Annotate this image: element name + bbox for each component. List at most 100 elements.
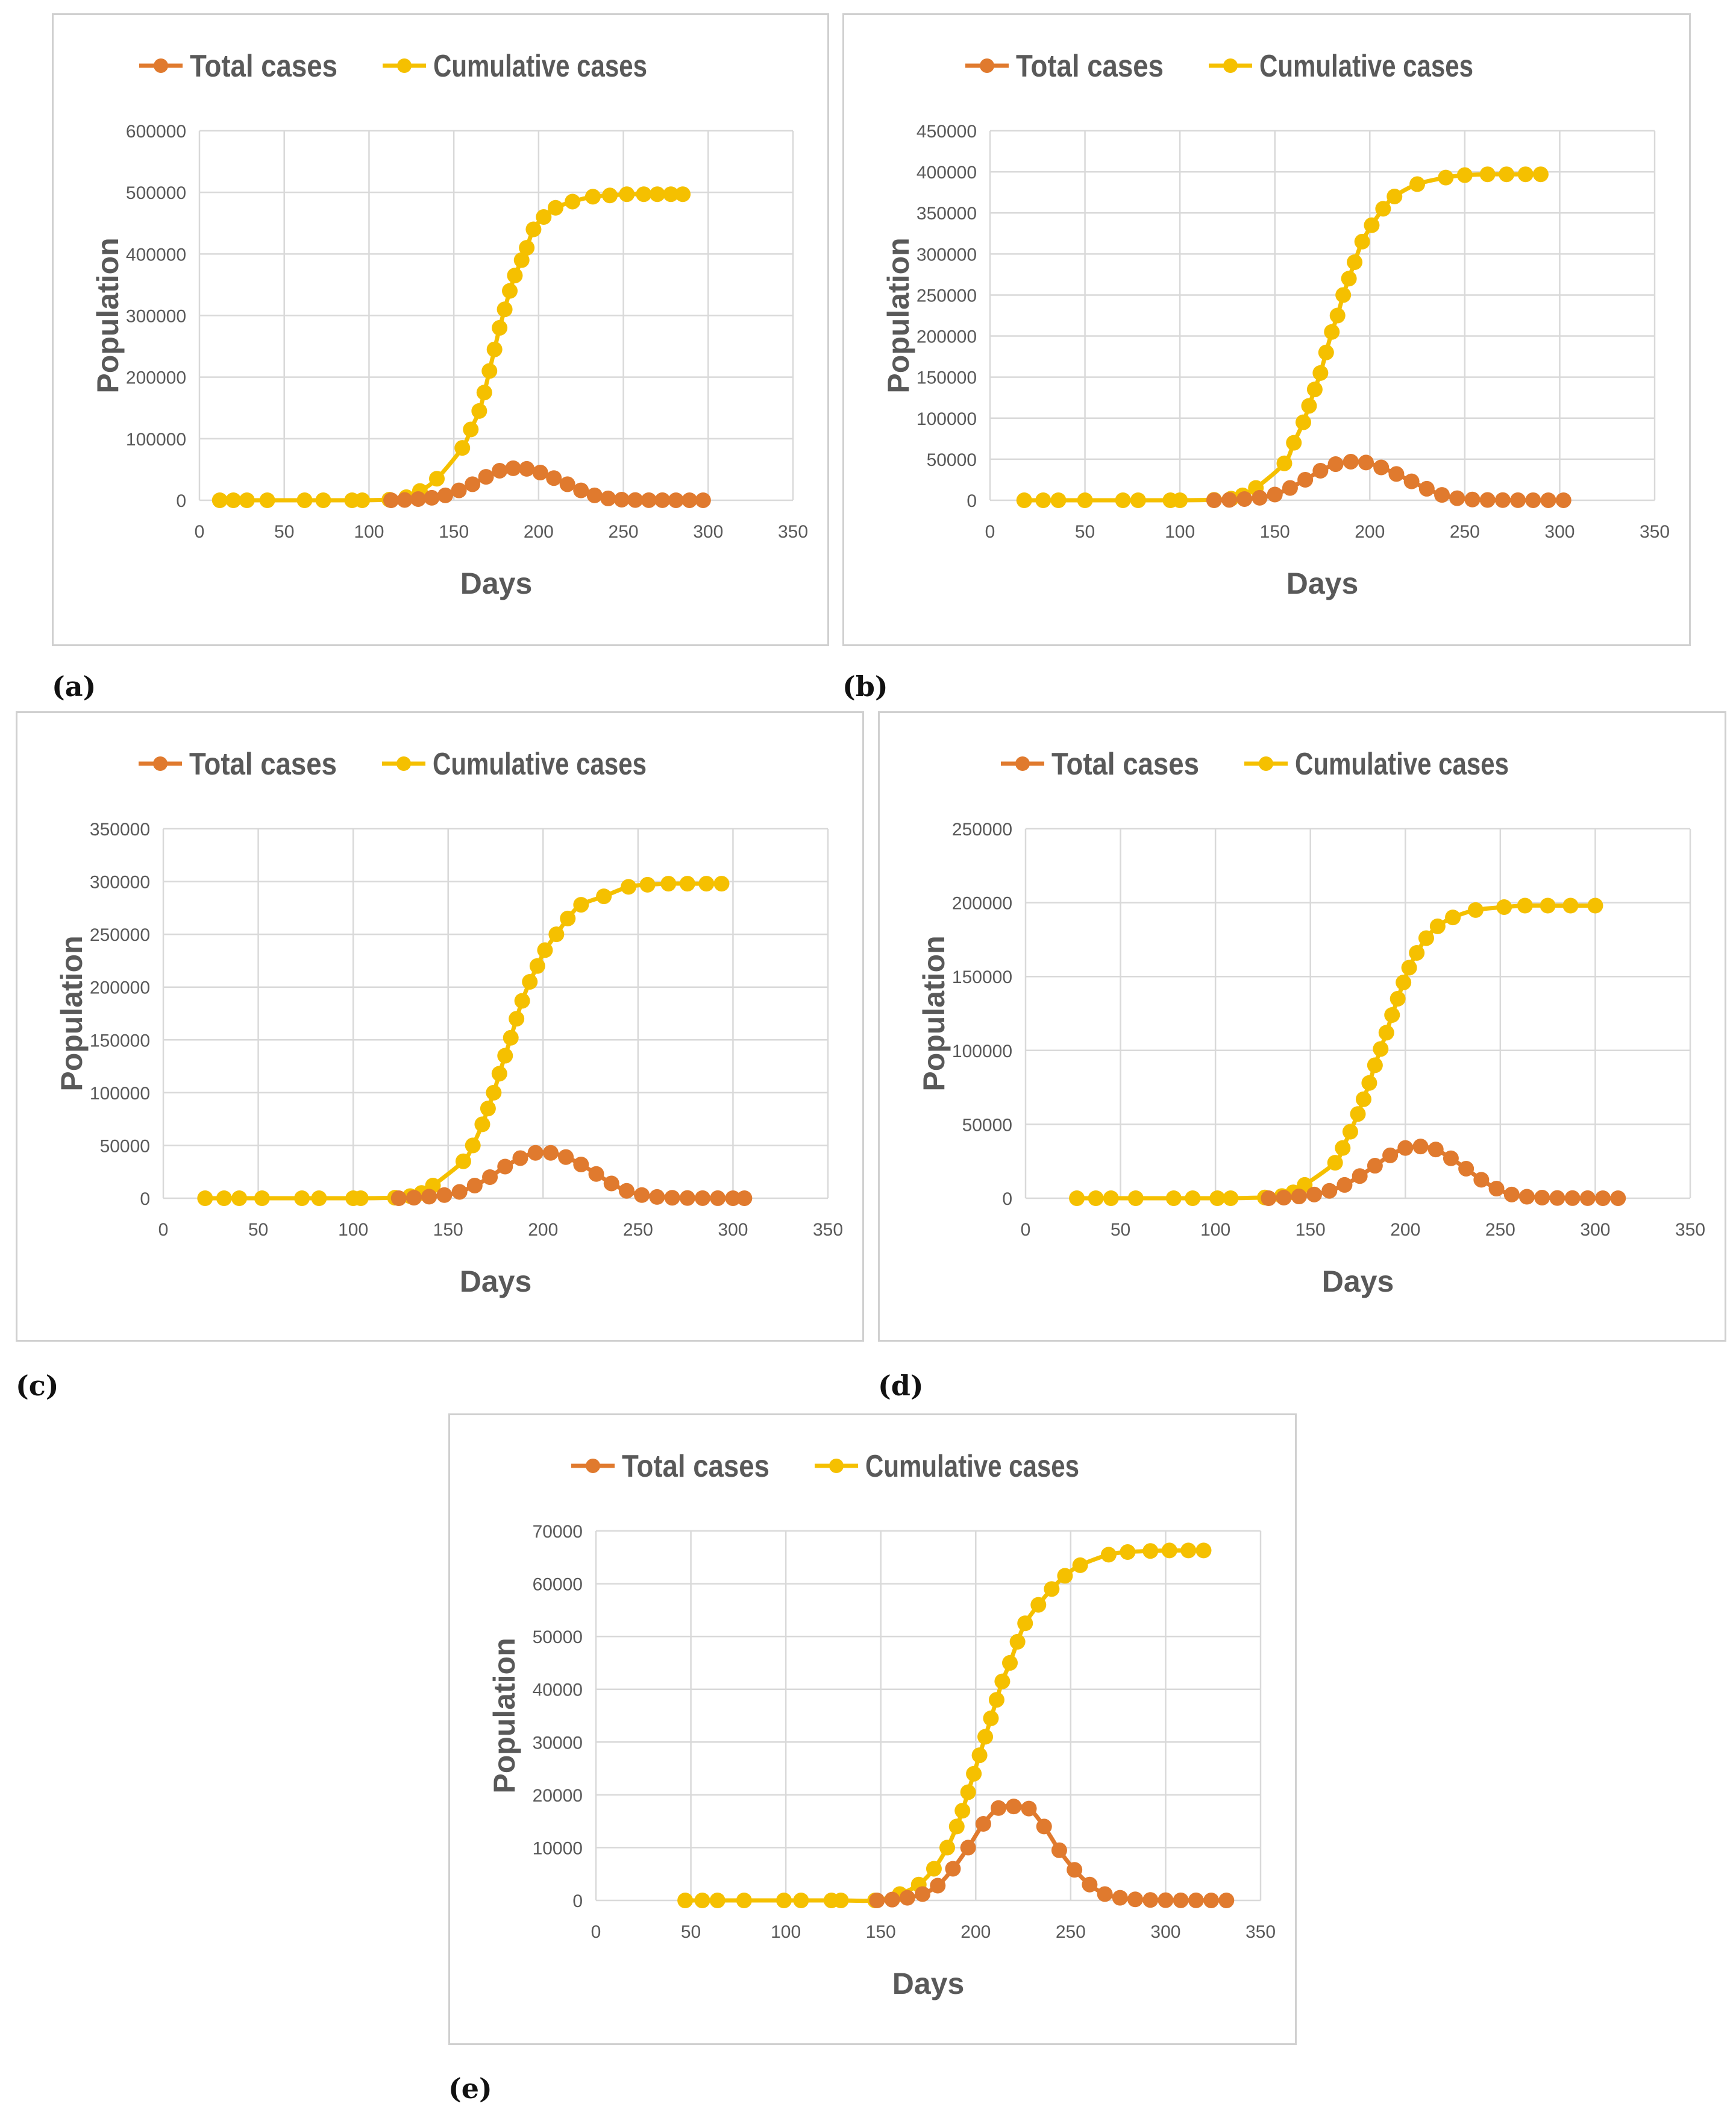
- data-point: [939, 1840, 956, 1856]
- series-cumulative-cases: [212, 186, 691, 508]
- data-point: [960, 1784, 976, 1800]
- data-point: [492, 319, 508, 336]
- data-point: [1479, 166, 1496, 183]
- data-point: [497, 1048, 513, 1064]
- data-point: [429, 471, 445, 487]
- data-point: [1367, 1057, 1383, 1073]
- data-point: [354, 492, 371, 508]
- data-point: [713, 876, 730, 892]
- data-point: [466, 1177, 483, 1193]
- y-tick-label: 300000: [90, 873, 150, 893]
- data-point: [1301, 398, 1317, 414]
- y-tick-label: 300000: [126, 307, 186, 327]
- data-point: [675, 186, 691, 203]
- y-tick-label: 150000: [90, 1031, 150, 1051]
- data-point: [1077, 492, 1093, 508]
- data-point: [1429, 918, 1446, 934]
- data-point: [548, 200, 563, 216]
- data-point: [502, 283, 518, 299]
- data-point: [1347, 254, 1363, 270]
- data-point: [1321, 1183, 1338, 1199]
- x-tick-label: 50: [248, 1220, 268, 1240]
- data-point: [736, 1190, 753, 1206]
- y-tick-label: 350000: [917, 204, 977, 224]
- data-point: [497, 301, 513, 318]
- data-point: [1540, 897, 1556, 914]
- y-tick-label: 500000: [126, 183, 186, 203]
- data-point: [971, 1747, 988, 1764]
- data-point: [231, 1190, 248, 1206]
- legend-marker: [396, 756, 411, 771]
- data-point: [1375, 201, 1391, 217]
- data-point: [1161, 1542, 1177, 1559]
- data-point: [1069, 1190, 1085, 1206]
- data-point: [1120, 1544, 1136, 1560]
- data-point: [525, 221, 542, 237]
- data-point: [1312, 462, 1329, 479]
- data-point: [1364, 217, 1380, 233]
- panel-label-e: (e): [448, 2072, 492, 2105]
- y-tick-label: 60000: [533, 1575, 583, 1595]
- data-point: [1236, 491, 1253, 507]
- y-tick-label: 250000: [952, 820, 1012, 840]
- data-point: [383, 492, 400, 508]
- data-point: [1409, 176, 1426, 192]
- data-point: [481, 363, 498, 379]
- data-point: [677, 1893, 694, 1908]
- data-point: [682, 492, 698, 508]
- data-point: [926, 1861, 942, 1877]
- data-point: [1324, 324, 1340, 340]
- chart-frame: [52, 13, 829, 646]
- data-point: [1195, 1542, 1212, 1559]
- data-point: [619, 186, 635, 203]
- data-point: [695, 1190, 711, 1206]
- data-point: [1336, 1177, 1353, 1193]
- x-tick-label: 100: [771, 1922, 801, 1942]
- chart-e: 0 50 100 150 200 250 300 350 0 10000 20000 30000 400…: [448, 1413, 1297, 2045]
- data-point: [736, 1893, 752, 1908]
- data-point: [471, 403, 487, 419]
- data-point: [1549, 1190, 1565, 1206]
- data-point: [1418, 480, 1435, 497]
- chart-panel-b: 0 50 100 150 200 250 300 350 0 50000 100000 150000 2…: [842, 13, 1691, 646]
- y-tick-label: 30000: [533, 1733, 583, 1753]
- data-point: [1130, 492, 1146, 508]
- data-point: [1555, 492, 1571, 508]
- data-point: [465, 1137, 481, 1154]
- x-tick-label: 150: [1296, 1220, 1326, 1240]
- data-point: [1252, 489, 1268, 506]
- data-point: [1562, 897, 1579, 914]
- legend-marker: [1223, 58, 1238, 73]
- x-tick-label: 150: [433, 1220, 463, 1240]
- data-point: [573, 482, 589, 498]
- x-axis-title: Days: [460, 567, 533, 600]
- y-tick-label: 200000: [917, 327, 977, 347]
- data-point: [1587, 897, 1603, 914]
- data-point: [1517, 166, 1534, 183]
- chart-a: 0 50 100 150 200 250 300 350 0 100000 200000 300000…: [52, 13, 829, 646]
- data-point: [899, 1890, 915, 1906]
- data-point: [1403, 473, 1420, 489]
- data-point: [1396, 975, 1412, 991]
- legend: Total cases Cumulative cases: [139, 747, 647, 782]
- data-point: [548, 926, 565, 943]
- data-point: [994, 1673, 1011, 1689]
- data-point: [1355, 1091, 1371, 1107]
- y-axis-title: Population: [487, 1638, 521, 1793]
- y-tick-label: 200000: [90, 978, 150, 998]
- x-tick-label: 50: [274, 522, 294, 542]
- y-axis-title: Population: [91, 237, 125, 393]
- data-point: [522, 973, 538, 990]
- x-axis-title: Days: [892, 1967, 965, 2000]
- data-point: [1595, 1190, 1611, 1206]
- data-point: [694, 1893, 710, 1908]
- data-point: [660, 876, 677, 892]
- chart-c: 0 50 100 150 200 250 300 350 0 50000 100000 150000 2…: [16, 711, 864, 1342]
- data-point: [519, 240, 535, 256]
- data-point: [1158, 1892, 1174, 1908]
- data-point: [634, 1187, 650, 1203]
- data-point: [1358, 454, 1374, 471]
- y-tick-label: 300000: [917, 245, 977, 265]
- x-tick-label: 250: [609, 522, 639, 542]
- data-point: [478, 469, 494, 485]
